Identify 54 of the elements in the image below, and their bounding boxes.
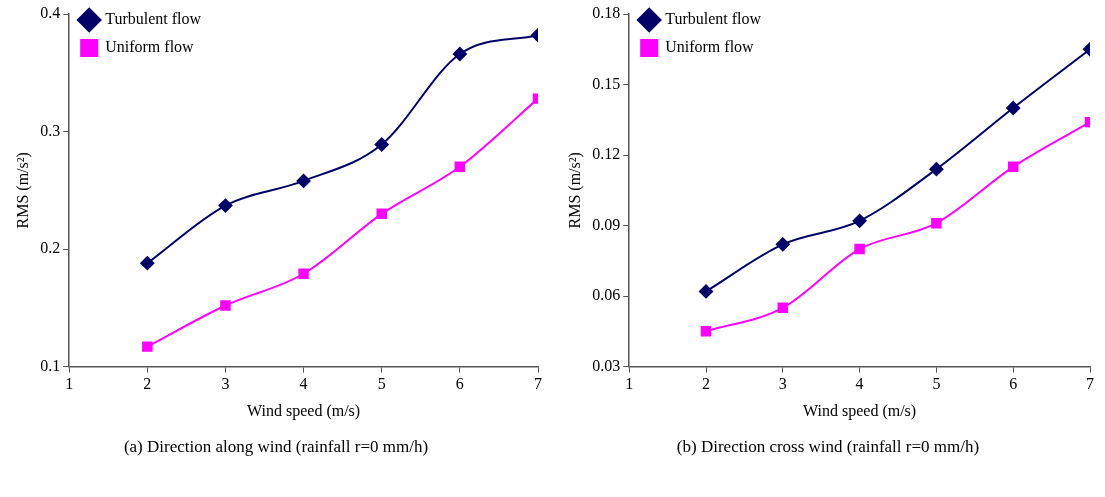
y-tick-label: 0.03 <box>592 356 621 374</box>
point <box>296 173 311 188</box>
point <box>220 300 231 311</box>
point <box>454 161 466 173</box>
text: (a) Direction along wind (rainfall r=0 mm/h) <box>122 437 430 457</box>
x-tick-label: 4 <box>855 375 864 393</box>
x-tick-label: 1 <box>625 375 634 393</box>
x-tick-label: 3 <box>778 375 787 393</box>
y-tick-label: 0.1 <box>40 356 61 374</box>
x-tick-label: 7 <box>1086 375 1094 393</box>
y-tick-label: 0.3 <box>40 121 61 139</box>
x-tick-label: 5 <box>932 375 941 393</box>
point <box>218 198 233 213</box>
legend-label: Turbulent flow <box>665 10 762 28</box>
point <box>931 217 942 229</box>
x-tick-label: 1 <box>65 375 74 393</box>
point <box>1007 161 1019 173</box>
text: (b) Direction cross wind (rainfall r=0 mm/h) <box>675 437 981 457</box>
point <box>929 162 944 177</box>
y-tick-label: 0.18 <box>592 4 621 22</box>
x-tick-label: 4 <box>299 375 308 393</box>
x-tick-label: 6 <box>455 375 464 393</box>
point <box>777 302 789 314</box>
x-tick-label: 7 <box>534 375 542 393</box>
point <box>852 213 867 228</box>
y-axis-title: RMS (m/s²) <box>565 152 584 229</box>
y-tick-label: 0.12 <box>592 145 621 163</box>
point <box>854 243 865 255</box>
legend-label: Uniform flow <box>665 38 755 56</box>
point <box>775 237 790 252</box>
point <box>700 326 712 337</box>
point <box>376 208 387 220</box>
x-tick-label: 3 <box>221 375 230 393</box>
legend-label: Turbulent flow <box>105 10 202 28</box>
x-tick-label: 5 <box>377 375 386 393</box>
point <box>699 284 713 299</box>
y-axis-title: RMS (m/s²) <box>13 152 32 229</box>
point <box>1006 101 1021 116</box>
point <box>452 46 467 61</box>
point <box>140 256 155 271</box>
x-axis-title: Wind speed (m/s) <box>247 401 361 420</box>
point <box>142 341 153 352</box>
x-axis-title: Wind speed (m/s) <box>803 401 917 420</box>
legend-label: Uniform flow <box>105 38 195 56</box>
y-tick-label: 0.09 <box>592 215 621 233</box>
y-tick-label: 0.06 <box>592 286 621 304</box>
point <box>374 137 389 152</box>
x-tick-label: 2 <box>143 375 152 393</box>
point <box>298 268 309 279</box>
x-tick-label: 6 <box>1009 375 1018 393</box>
y-tick-label: 0.4 <box>40 4 61 22</box>
x-tick-label: 2 <box>702 375 710 393</box>
y-tick-label: 0.2 <box>40 239 61 257</box>
y-tick-label: 0.15 <box>592 74 621 92</box>
